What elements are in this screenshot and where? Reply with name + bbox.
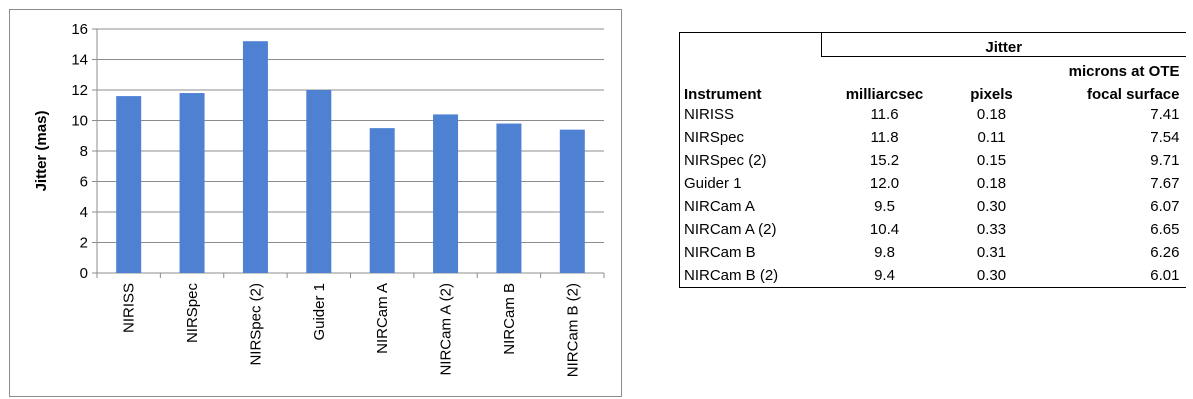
x-tick-label: NIRSpec (184, 283, 201, 344)
table-cell-microns: 9.71 (1150, 152, 1180, 169)
x-tick-label: NIRCam A (374, 283, 391, 354)
x-tick-label: Guider 1 (311, 283, 328, 341)
table-cell-microns: 7.54 (1150, 129, 1180, 146)
microns-header-line2: focal surface (1086, 86, 1180, 103)
table-cell-pixels: 0.11 (977, 129, 1006, 146)
jitter-group-header: Jitter (821, 32, 1186, 57)
pixels-header: pixels (970, 86, 1013, 103)
table-row: NIRCam A 9.5 0.30 6.07 (679, 195, 1186, 218)
table-cell-milliarcsec: 10.4 (869, 221, 900, 238)
chart-svg: 0 2 4 6 8 10 12 14 16 NIRISS NIRSpec NIRSpec (2) Gui… (33, 21, 605, 377)
table-row: NIRISS 11.6 0.18 7.41 (679, 103, 1186, 126)
table-cell-instrument: NIRCam A (684, 198, 755, 215)
y-tick-label: 0 (80, 265, 88, 282)
table-header-row-top: microns at OTE (679, 56, 1186, 81)
microns-header-line1: microns at OTE (1068, 63, 1180, 80)
table-cell-pixels: 0.15 (976, 152, 1007, 169)
table-row: NIRCam B (2) 9.4 0.30 6.01 (679, 264, 1186, 288)
table-header-row: Instrument milliarcsec pixels focal surf… (679, 80, 1186, 103)
table-spacer-cell (822, 57, 948, 81)
table-cell-milliarcsec: 12.0 (869, 175, 900, 192)
table-cell-pixels: 0.30 (976, 198, 1007, 215)
bar (433, 114, 459, 274)
table-row: NIRCam B 9.8 0.31 6.26 (679, 241, 1186, 264)
y-tick-label: 10 (71, 113, 88, 130)
x-tick-label: NIRISS (121, 283, 138, 333)
table-cell-pixels: 0.31 (976, 244, 1007, 261)
bar (179, 93, 205, 273)
table-cell-instrument: NIRSpec (684, 129, 745, 146)
bar (496, 123, 522, 273)
bar (116, 96, 142, 273)
table-corner-cell (679, 32, 822, 57)
table-cell-milliarcsec: 9.8 (874, 244, 895, 261)
bar (369, 128, 395, 273)
table-cell-pixels: 0.18 (976, 175, 1007, 192)
table-row: NIRSpec (2) 15.2 0.15 9.71 (679, 149, 1186, 172)
y-tick-label: 6 (80, 174, 88, 191)
table-cell-microns: 7.41 (1150, 106, 1180, 123)
x-tick-label: NIRCam B (2) (564, 283, 581, 377)
instrument-header: Instrument (684, 86, 762, 103)
table-spacer-cell (680, 57, 822, 81)
table-cell-pixels: 0.33 (976, 221, 1007, 238)
milliarcsec-header: milliarcsec (845, 86, 924, 103)
table-cell-instrument: NIRCam B (684, 244, 756, 261)
table-cell-instrument: NIRSpec (2) (684, 152, 767, 169)
x-tick-label: NIRSpec (2) (247, 283, 264, 366)
table-spacer-cell (948, 57, 1036, 81)
table-row: Guider 1 12.0 0.18 7.67 (679, 172, 1186, 195)
table-group-header-row: Jitter (679, 32, 1186, 57)
table-cell-milliarcsec: 11.6 (870, 106, 899, 123)
table-body: NIRISS 11.6 0.18 7.41 NIRSpec 11.8 0.11 7.54 NIR… (679, 103, 1186, 288)
table-cell-instrument: NIRISS (684, 106, 735, 123)
bar (306, 90, 332, 273)
table-cell-pixels: 0.18 (976, 106, 1007, 123)
y-tick-label: 4 (80, 204, 88, 221)
table-cell-microns: 6.01 (1150, 267, 1180, 284)
x-tick-label: NIRCam A (2) (438, 283, 455, 376)
table-cell-milliarcsec: 11.8 (870, 129, 899, 146)
table-row: NIRCam A (2) 10.4 0.33 6.65 (679, 218, 1186, 241)
table-cell-instrument: Guider 1 (684, 175, 742, 192)
table-cell-milliarcsec: 15.2 (869, 152, 900, 169)
table-cell-microns: 6.65 (1150, 221, 1180, 238)
table-cell-instrument: NIRCam A (2) (684, 221, 777, 238)
table-cell-milliarcsec: 9.5 (874, 198, 895, 215)
bar (242, 41, 268, 274)
y-tick-label: 16 (71, 21, 88, 38)
jitter-table: Jitter microns at OTE Instrument milliar… (679, 32, 1186, 288)
bar (559, 129, 585, 273)
table-cell-microns: 7.67 (1150, 175, 1180, 192)
y-axis-title: Jitter (mas) (33, 111, 50, 192)
table-cell-instrument: NIRCam B (2) (684, 267, 779, 284)
table-cell-microns: 6.26 (1150, 244, 1180, 261)
y-tick-label: 14 (71, 52, 88, 69)
x-tick-label: NIRCam B (501, 283, 518, 355)
table-cell-microns: 6.07 (1150, 198, 1180, 215)
table-row: NIRSpec 11.8 0.11 7.54 (679, 126, 1186, 149)
y-tick-label: 8 (80, 143, 88, 160)
bar-chart: 0 2 4 6 8 10 12 14 16 NIRISS NIRSpec NIRSpec (2) Gui… (9, 9, 622, 397)
y-tick-label: 2 (80, 235, 88, 252)
y-tick-label: 12 (71, 82, 88, 99)
table-cell-pixels: 0.30 (976, 267, 1007, 284)
table-cell-milliarcsec: 9.4 (874, 267, 895, 284)
